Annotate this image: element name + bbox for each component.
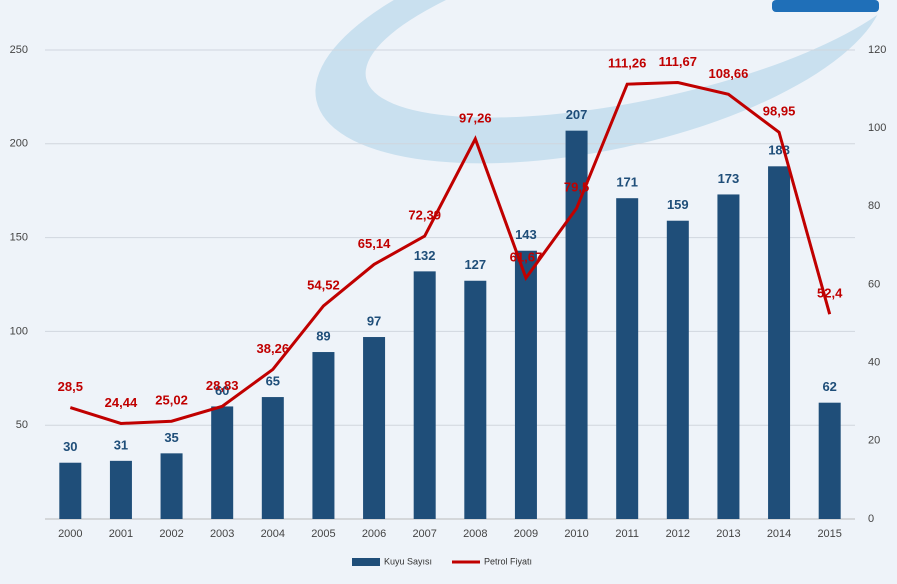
line-label: 38,26 <box>257 341 290 356</box>
bar <box>413 271 436 519</box>
bar <box>514 250 537 519</box>
y2-tick-label: 60 <box>868 278 880 290</box>
bar-label: 35 <box>164 430 178 445</box>
decoration <box>365 0 897 118</box>
bar <box>464 280 487 519</box>
line <box>69 81 832 425</box>
bar <box>616 198 639 520</box>
bar-label: 31 <box>114 437 128 452</box>
y-tick-label: 250 <box>10 44 28 56</box>
x-tick-label: 2004 <box>261 528 285 540</box>
y-tick-label: 100 <box>10 325 28 337</box>
line-label: 97,26 <box>459 110 492 125</box>
x-tick-label: 2008 <box>463 528 487 540</box>
x-tick-label: 2005 <box>311 528 335 540</box>
x-tick-label: 2014 <box>767 528 791 540</box>
legend-label: Kuyu Sayısı <box>384 556 432 566</box>
y2-tick-label: 0 <box>868 513 874 525</box>
bar <box>666 220 689 519</box>
x-tick-label: 2012 <box>666 528 690 540</box>
bar <box>160 453 183 519</box>
line-label: 111,26 <box>608 56 646 71</box>
bar-label: 207 <box>566 107 588 122</box>
bar <box>818 402 841 519</box>
line-label: 28,5 <box>58 379 83 394</box>
line-label: 98,95 <box>763 104 796 119</box>
y-tick-label: 200 <box>10 138 28 150</box>
bar <box>717 194 740 519</box>
line-label: 52,4 <box>817 286 843 301</box>
y-tick-label: 150 <box>10 232 28 244</box>
line-label: 111,67 <box>659 54 697 69</box>
bar-label: 132 <box>414 248 436 263</box>
x-tick-label: 2000 <box>58 528 82 540</box>
x-tick-label: 2010 <box>564 528 588 540</box>
line-label: 54,52 <box>307 277 340 292</box>
bar-label: 89 <box>316 328 330 343</box>
y2-tick-label: 80 <box>868 200 880 212</box>
bar <box>109 460 132 519</box>
y2-tick-label: 40 <box>868 357 880 369</box>
bar <box>565 130 588 519</box>
line-label: 72,39 <box>408 208 441 223</box>
x-tick-label: 2015 <box>817 528 841 540</box>
x-tick-label: 2007 <box>412 528 436 540</box>
line-label: 28,83 <box>206 378 239 393</box>
bar-label: 143 <box>515 227 537 242</box>
line-label: 24,44 <box>105 395 138 410</box>
bar-label: 65 <box>266 373 280 388</box>
x-tick-label: 2003 <box>210 528 234 540</box>
bar-label: 30 <box>63 439 77 454</box>
bar-label: 60 <box>215 383 229 398</box>
x-tick-label: 2009 <box>514 528 538 540</box>
y2-tick-label: 100 <box>868 122 886 134</box>
y-tick-label: 50 <box>16 419 28 431</box>
legend-swatch <box>352 558 380 566</box>
y2-tick-label: 20 <box>868 435 880 447</box>
logo <box>772 0 879 12</box>
bar <box>261 397 284 519</box>
line-label: 108,66 <box>709 66 749 81</box>
x-tick-label: 2006 <box>362 528 386 540</box>
line-label: 65,14 <box>358 236 391 251</box>
bar-label: 127 <box>464 257 486 272</box>
bar <box>211 406 234 519</box>
bar-label: 173 <box>718 171 740 186</box>
line-label: 61,67 <box>510 249 543 264</box>
x-tick-label: 2001 <box>109 528 133 540</box>
bar-label: 171 <box>616 175 638 190</box>
x-tick-label: 2011 <box>615 528 639 540</box>
bar-label: 159 <box>667 197 689 212</box>
bar <box>312 352 335 519</box>
bar <box>59 462 82 519</box>
line-label: 25,02 <box>155 393 188 408</box>
x-tick-label: 2013 <box>716 528 740 540</box>
bar <box>768 166 791 519</box>
line-label: 79,5 <box>564 180 589 195</box>
y2-tick-label: 120 <box>868 44 886 56</box>
x-tick-label: 2002 <box>159 528 183 540</box>
legend-label: Petrol Fiyatı <box>484 556 532 566</box>
bar <box>363 337 386 519</box>
bar-label: 97 <box>367 313 381 328</box>
bar-label: 62 <box>822 379 836 394</box>
